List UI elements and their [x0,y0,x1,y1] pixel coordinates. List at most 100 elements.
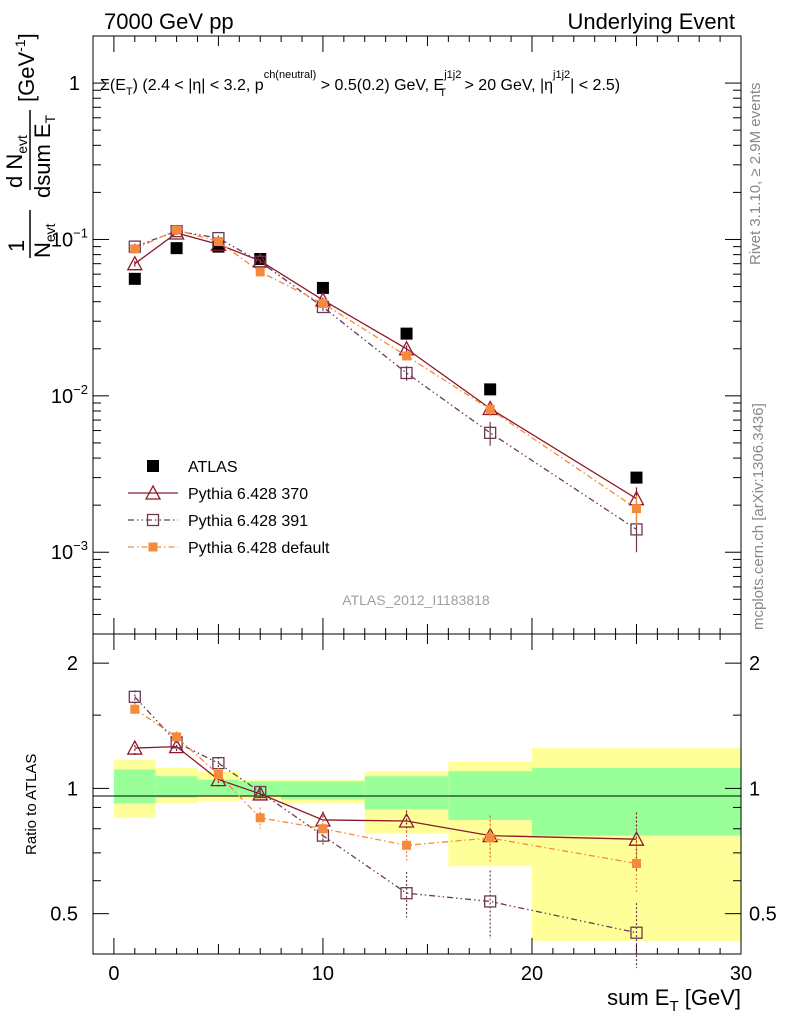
xlabel-text: sum E [607,985,669,1010]
ratio-tick-label-left: 1 [67,778,78,800]
ylabel-n-sub: evt [42,223,58,242]
ratio-point-p391 [400,887,413,900]
ratio-point-pdef [402,840,412,850]
main-point-atlas [316,281,329,294]
main-tick-label-base: 10 [51,229,73,251]
ylabel-n: Nevt [30,223,58,258]
main-tick-label-exp: −2 [73,382,88,397]
ylabel-one: 1 [4,240,29,252]
ratio-band-inner [155,776,198,798]
main-point-atlas [400,327,413,340]
ratio-band-inner [531,767,741,836]
main-tick-label: 10−1 [51,225,88,251]
main-tick-label: 1 [69,73,80,95]
main-line-p391 [134,230,637,530]
ylabel-unit-sup: -1 [12,39,28,52]
rivet-label: Rivet 3.1.10, ≥ 2.9M events [747,83,764,266]
main-point-atlas [170,242,183,255]
ratio-line-pdef [134,708,637,865]
main-tick-label-base: 10 [51,386,73,408]
main-tick-label-base: 10 [51,542,73,564]
main-point-p370 [126,255,143,271]
main-series [126,224,645,553]
legend: ATLAS Pythia 6.428 370 Pythia 6.428 391 Pyt… [128,459,330,557]
ratio-point-p391 [484,895,497,908]
legend-label-p370: Pythia 6.428 370 [188,486,308,503]
main-point-p391 [400,366,413,380]
main-point-p391 [484,426,497,439]
main-point-pdef [255,267,265,277]
legend-label-p391: Pythia 6.428 391 [188,513,308,530]
main-tick-label: 10−2 [51,382,88,408]
ratio-ticks: 0 10 20 30 2 2 1 1 0.5 0.5 [50,634,777,985]
ratio-tick-label-right: 1 [749,778,760,800]
main-point-pdef [318,298,328,308]
ratio-point-p370 [126,739,143,755]
ylabel-unit-end: ] [14,33,39,39]
main-point-pdef [172,225,182,235]
ratio-point-p391 [128,690,141,703]
main-point-atlas [484,383,497,396]
ratio-frame [92,633,742,955]
legend-label-atlas: ATLAS [188,459,238,476]
cut-eta-sup: j1j2 [552,69,570,81]
ylabel-unit: [GeV-1] [12,33,39,102]
ratio-band-inner [113,769,156,804]
ratio-point-p370 [210,771,227,787]
legend-marker-p370 [144,484,162,500]
ratio-point-p370 [398,812,415,828]
legend-marker-p391 [146,513,160,527]
ratio-point-p391 [254,785,267,799]
legend-marker-atlas [147,460,159,472]
ratio-series [126,690,645,969]
mcplots-label: mcplots.cern.ch [arXiv:1306.3436] [750,403,767,630]
ratio-point-p391 [630,926,643,939]
ratio-bands [113,748,741,941]
main-tick-label-exp: −1 [73,225,88,240]
xlabel-sub: T [669,998,678,1015]
cut-sigma-sub: T [126,86,133,98]
legend-marker-pdef [148,542,158,552]
cut-et-sub: T [439,87,446,99]
main-tick-label: 10−3 [51,538,88,564]
analysis-id: ATLAS_2012_I1183818 [342,592,490,608]
ratio-band-inner [364,776,449,810]
legend-label-pdef: Pythia 6.428 default [188,540,330,557]
x-tick-label: 30 [730,963,752,985]
ratio-point-p370 [628,830,645,846]
ratio-tick-label-right: 0.5 [749,904,777,926]
cut-part1: ) (2.4 < |η| < 3.2, p [133,77,264,94]
ylabel-dsum: dsum ET [30,114,58,198]
header-right: Underlying Event [567,9,735,34]
main-point-atlas [630,471,643,484]
ratio-tick-label-right: 2 [749,653,760,675]
main-line-pdef [134,229,637,510]
cut-part2: > 0.5(0.2) GeV, E [316,77,444,94]
ratio-point-p370 [252,785,269,801]
ylabel-n-text: N [30,242,55,258]
cut-pt-sup: ch(neutral) [264,69,317,81]
main-ylabel: 1 Nevt d Nevt dsum ET [GeV-1] [2,33,58,258]
main-point-pdef [213,237,223,247]
main-ticks: 110−110−210−3 [51,35,742,635]
main-point-pdef [485,404,495,414]
cut-part4: | < 2.5) [570,77,620,94]
ylabel-dsum-text: dsum E [30,123,55,198]
main-point-pdef [402,351,412,361]
main-point-p391 [254,255,267,268]
main-tick-label-base: 1 [69,73,80,95]
cut-sigma: Σ(E [100,77,126,94]
xlabel-unit: [GeV] [679,985,741,1010]
ylabel-dn: d Nevt [2,135,30,188]
ratio-point-pdef [318,824,328,834]
ratio-point-pdef [172,732,182,742]
ratio-tick-label-left: 2 [67,653,78,675]
ratio-tick-label-left: 0.5 [50,904,78,926]
ratio-point-pdef [255,813,265,823]
ratio-point-pdef [130,704,140,714]
cut-part3: > 20 GeV, |η [460,77,553,94]
ratio-ylabel: Ratio to ATLAS [23,754,40,855]
ratio-point-pdef [485,833,495,843]
ylabel-dn-sub: evt [14,135,30,154]
